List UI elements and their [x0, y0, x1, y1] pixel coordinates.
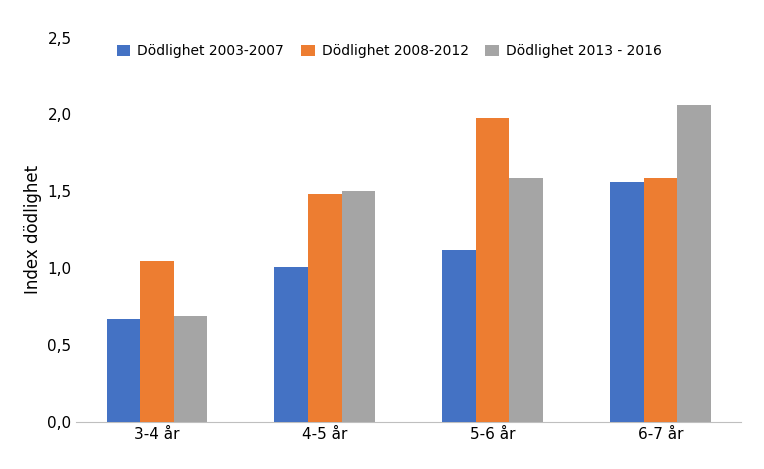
Bar — [510, 177, 543, 422]
Bar — [173, 316, 207, 422]
Y-axis label: Index dödlighet: Index dödlighet — [24, 165, 42, 295]
Bar — [678, 105, 711, 422]
Bar — [610, 182, 644, 422]
Bar — [308, 195, 342, 422]
Bar — [140, 261, 173, 422]
Bar — [442, 250, 476, 422]
Bar — [274, 267, 308, 422]
Bar — [476, 118, 510, 422]
Bar — [644, 177, 678, 422]
Bar — [107, 319, 140, 422]
Bar — [342, 191, 375, 422]
Legend: Dödlighet 2003-2007, Dödlighet 2008-2012, Dödlighet 2013 - 2016: Dödlighet 2003-2007, Dödlighet 2008-2012… — [117, 45, 662, 59]
